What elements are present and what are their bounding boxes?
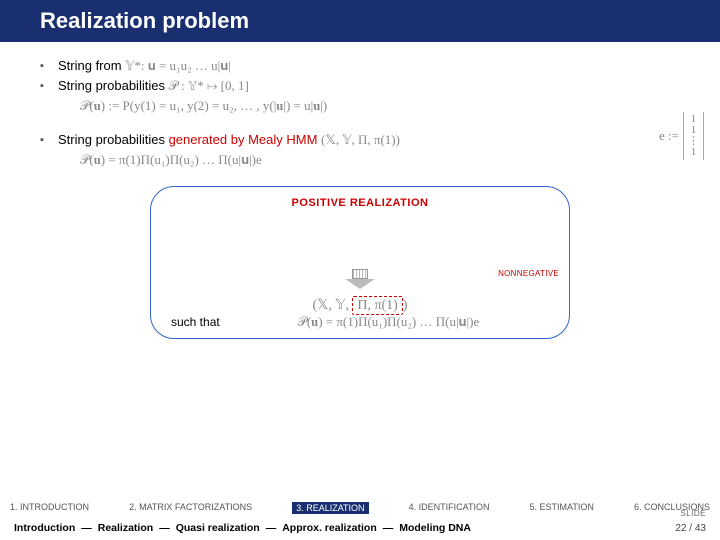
nav2-sep: — <box>81 522 92 534</box>
nav1-item-matrix[interactable]: 2. MATRIX FACTORIZATIONS <box>129 502 252 514</box>
nav1-item-intro[interactable]: 1. INTRODUCTION <box>10 502 89 514</box>
bullet-marker: ▪ <box>40 132 58 148</box>
such-that-text: such that <box>171 315 220 329</box>
nav1-item-identification[interactable]: 4. IDENTIFICATION <box>409 502 490 514</box>
e-lhs: e := <box>659 128 679 144</box>
bullet-2: ▪ String probabilities 𝒫 : 𝕐* ↦ [0, 1] <box>40 78 680 94</box>
bullet-1: ▪ String from 𝕐*: 𝐮 = u₁u₂ … u|𝐮| <box>40 58 680 74</box>
section-nav: 1. INTRODUCTION 2. MATRIX FACTORIZATIONS… <box>0 498 720 518</box>
nav2-sep: — <box>383 522 394 534</box>
bullet-marker: ▪ <box>40 58 58 74</box>
e-vector-def: e := 1 1 ⋮ 1 <box>659 112 704 160</box>
page-number: 22 / 43 <box>675 523 706 534</box>
nav2-item-quasi[interactable]: Quasi realization <box>176 522 260 534</box>
nav2-item-realization[interactable]: Realization <box>98 522 153 534</box>
bullet-3-text: String probabilities <box>58 132 169 147</box>
positive-realization-box: POSITIVE REALIZATION (𝕏, 𝕐, Π, π(1)) NON… <box>150 186 570 339</box>
nav2-sep: — <box>159 522 170 534</box>
bullet-3-red: generated by Mealy HMM <box>169 132 318 147</box>
nonnegative-label: NONNEGATIVE <box>498 269 559 278</box>
nav2-item-dna[interactable]: Modeling DNA <box>399 522 471 534</box>
bullet-1-text: String from <box>58 58 125 73</box>
bullet-3-math: (𝕏, 𝕐, Π, π(1)) <box>321 132 400 147</box>
subsection-nav: Introduction — Realization — Quasi reali… <box>0 518 720 540</box>
nav1-item-realization[interactable]: 3. REALIZATION <box>292 502 368 514</box>
bullet-3: ▪ String probabilities generated by Meal… <box>40 132 680 148</box>
slide-body: ▪ String from 𝕐*: 𝐮 = u₁u₂ … u|𝐮| ▪ Stri… <box>0 42 720 339</box>
bullet-1-math: 𝕐*: 𝐮 = u₁u₂ … u|𝐮| <box>125 58 231 73</box>
slide-title: Realization problem <box>0 0 720 42</box>
footer: 1. INTRODUCTION 2. MATRIX FACTORIZATIONS… <box>0 498 720 540</box>
slide-label: SLIDE <box>680 509 706 518</box>
bullet-2-math: 𝒫 : 𝕐* ↦ [0, 1] <box>169 78 249 93</box>
nav2-item-approx[interactable]: Approx. realization <box>282 522 377 534</box>
bullet-2-text: String probabilities <box>58 78 169 93</box>
nav1-item-estimation[interactable]: 5. ESTIMATION <box>530 502 594 514</box>
tuple-line: (𝕏, 𝕐, Π, π(1)) <box>163 297 557 314</box>
arrow-down-icon <box>343 269 377 289</box>
box-title: POSITIVE REALIZATION <box>163 197 557 209</box>
nav2-sep: — <box>266 522 277 534</box>
tuple-right: ) <box>403 298 408 313</box>
e-entry: 1 <box>691 147 697 158</box>
such-that-row: such that 𝒫(𝐮) = π(1)Π(u₁)Π(u₂) … Π(u|𝐮|… <box>171 314 549 330</box>
such-that-eq: 𝒫(𝐮) = π(1)Π(u₁)Π(u₂) … Π(u|𝐮|)e <box>228 314 549 330</box>
tuple-dashed: Π, π(1) <box>352 296 403 315</box>
e-column: 1 1 ⋮ 1 <box>683 112 704 160</box>
bullet-3-equation: 𝒫(𝐮) = π(1)Π(u₁)Π(u₂) … Π(u|𝐮|)e <box>80 152 680 168</box>
nav2-item-intro[interactable]: Introduction <box>14 522 75 534</box>
bullet-marker: ▪ <box>40 78 58 94</box>
tuple-left: (𝕏, 𝕐, <box>312 298 352 313</box>
bullet-2-equation: 𝒫(𝐮) := P(y(1) = u₁, y(2) = u₂, … , y(|𝐮… <box>80 98 680 114</box>
